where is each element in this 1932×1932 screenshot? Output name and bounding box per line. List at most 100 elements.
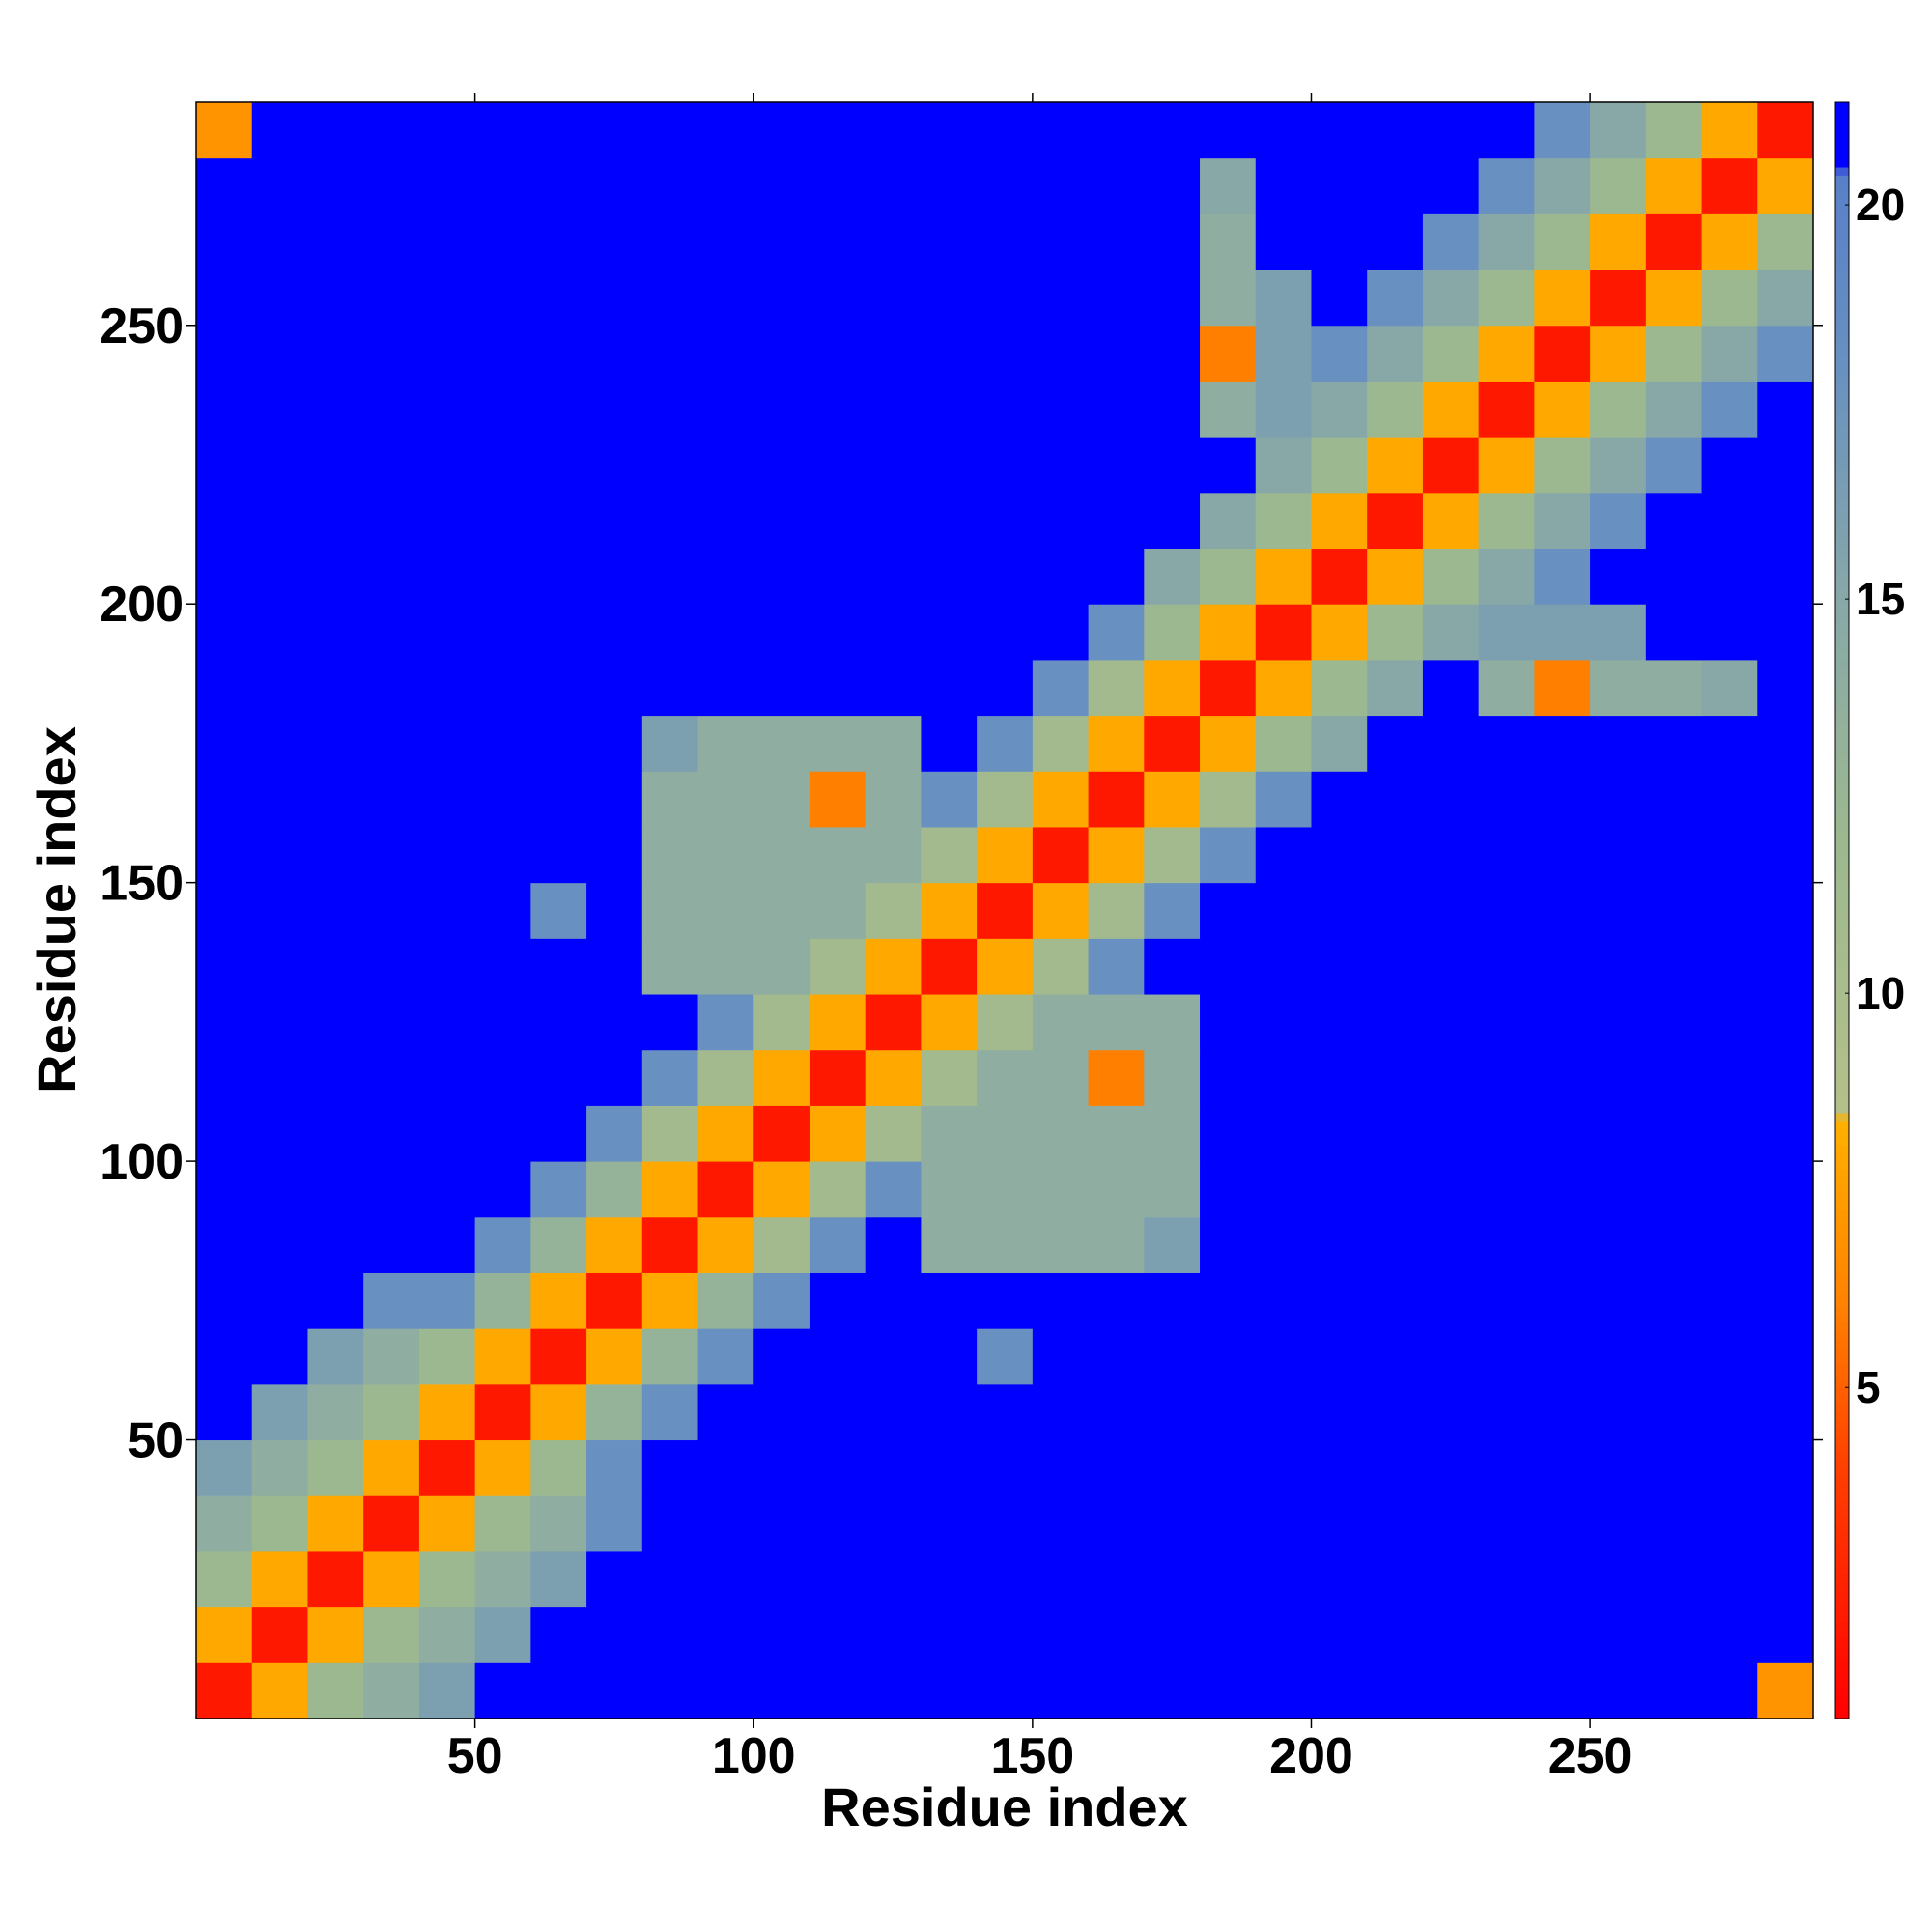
heatmap-cell <box>1032 604 1090 661</box>
heatmap-cell <box>586 437 643 494</box>
heatmap-cell <box>1144 994 1201 1051</box>
heatmap-cell <box>1590 102 1647 159</box>
colorbar-strip <box>1835 951 1849 960</box>
heatmap-cell <box>474 548 531 605</box>
heatmap-cell <box>1534 994 1591 1051</box>
heatmap-cell <box>1311 548 1368 605</box>
colorbar-strip <box>1835 773 1849 782</box>
heatmap-cell <box>1144 771 1201 828</box>
heatmap-cell <box>418 1216 476 1273</box>
heatmap-cell <box>1757 381 1814 438</box>
heatmap-cell <box>251 325 308 382</box>
heatmap-cell <box>809 1272 867 1329</box>
colorbar-strip <box>1835 1282 1849 1292</box>
heatmap-cell <box>865 882 922 939</box>
heatmap-cell <box>865 1216 922 1273</box>
heatmap-cell <box>1478 994 1535 1051</box>
heatmap-cell <box>1478 1216 1535 1273</box>
heatmap-cell <box>1200 659 1257 717</box>
heatmap-cell <box>586 1049 643 1106</box>
heatmap-cell <box>196 1049 253 1106</box>
heatmap-cell <box>641 771 699 828</box>
heatmap-cell <box>977 1439 1034 1496</box>
heatmap-cell <box>753 1105 810 1162</box>
heatmap-cell <box>251 938 308 995</box>
heatmap-cell <box>1032 381 1090 438</box>
heatmap-cell <box>809 659 867 717</box>
heatmap-cell <box>977 381 1034 438</box>
heatmap-cell <box>697 1272 754 1329</box>
heatmap-cell <box>474 659 531 717</box>
y-tick-label: 250 <box>99 298 184 355</box>
heatmap-cell <box>1088 157 1145 214</box>
heatmap-cell <box>753 1049 810 1106</box>
colorbar-strip <box>1835 668 1849 677</box>
heatmap-cell <box>1645 102 1703 159</box>
heatmap-cell <box>530 938 587 995</box>
heatmap-cell <box>1701 1383 1758 1441</box>
heatmap-cell <box>363 826 420 884</box>
heatmap-cell <box>530 1550 587 1608</box>
colorbar-strip <box>1835 886 1849 895</box>
heatmap-cell <box>697 548 754 605</box>
heatmap-cell <box>1311 938 1368 995</box>
heatmap-cell <box>196 771 253 828</box>
heatmap-cell <box>586 492 643 550</box>
heatmap-cell <box>1311 1105 1368 1162</box>
heatmap-cell <box>1645 325 1703 382</box>
heatmap-cell <box>641 1328 699 1385</box>
heatmap-cell <box>1032 1272 1090 1329</box>
heatmap-cell <box>977 604 1034 661</box>
heatmap-cell <box>641 492 699 550</box>
heatmap-cell <box>363 1662 420 1719</box>
heatmap-cell <box>1701 1550 1758 1608</box>
heatmap-cell <box>1757 1383 1814 1441</box>
heatmap-cell <box>1422 882 1480 939</box>
heatmap-cell <box>1534 1161 1591 1218</box>
heatmap-cell <box>753 938 810 995</box>
heatmap-cell <box>1590 1328 1647 1385</box>
heatmap-cell <box>1757 1662 1814 1719</box>
heatmap-cell <box>753 771 810 828</box>
heatmap-cell <box>1032 826 1090 884</box>
plot-frame <box>195 101 1814 1719</box>
heatmap-cell <box>865 1383 922 1441</box>
heatmap-cell <box>1478 771 1535 828</box>
heatmap-cell <box>1255 826 1312 884</box>
heatmap-cell <box>1701 381 1758 438</box>
colorbar-strip <box>1835 304 1849 314</box>
heatmap-cell <box>1478 882 1535 939</box>
heatmap-cell <box>1144 157 1201 214</box>
heatmap-cell <box>921 715 978 772</box>
colorbar: 5 10 15 20 <box>1834 101 1905 1719</box>
heatmap-cell <box>1367 1105 1424 1162</box>
heatmap-cell <box>1645 213 1703 270</box>
heatmap-cell <box>865 270 922 327</box>
heatmap-cell <box>809 826 867 884</box>
colorbar-strip <box>1835 449 1849 459</box>
heatmap-cell <box>586 1161 643 1218</box>
heatmap-cell <box>697 381 754 438</box>
heatmap-cell <box>1367 102 1424 159</box>
heatmap-cell <box>1478 1328 1535 1385</box>
heatmap-cell <box>363 1216 420 1273</box>
heatmap-cell <box>697 715 754 772</box>
colorbar-strip <box>1835 878 1849 888</box>
colorbar-strip <box>1835 255 1849 265</box>
heatmap-cell <box>1255 548 1312 605</box>
heatmap-cell <box>1422 1216 1480 1273</box>
heatmap-cell <box>586 1495 643 1552</box>
heatmap-cell <box>977 1105 1034 1162</box>
colorbar-strip <box>1835 441 1849 451</box>
heatmap-cell <box>1032 1105 1090 1162</box>
heatmap-cell <box>1311 882 1368 939</box>
colorbar-strip <box>1835 1565 1849 1575</box>
colorbar-strip <box>1835 1693 1849 1703</box>
heatmap-cell <box>1701 325 1758 382</box>
heatmap-cell <box>196 994 253 1051</box>
heatmap-cell <box>1478 938 1535 995</box>
heatmap-cell <box>1311 1383 1368 1441</box>
colorbar-tick-label: 15 <box>1856 574 1905 624</box>
heatmap-cell <box>1422 157 1480 214</box>
heatmap-cell <box>1590 659 1647 717</box>
